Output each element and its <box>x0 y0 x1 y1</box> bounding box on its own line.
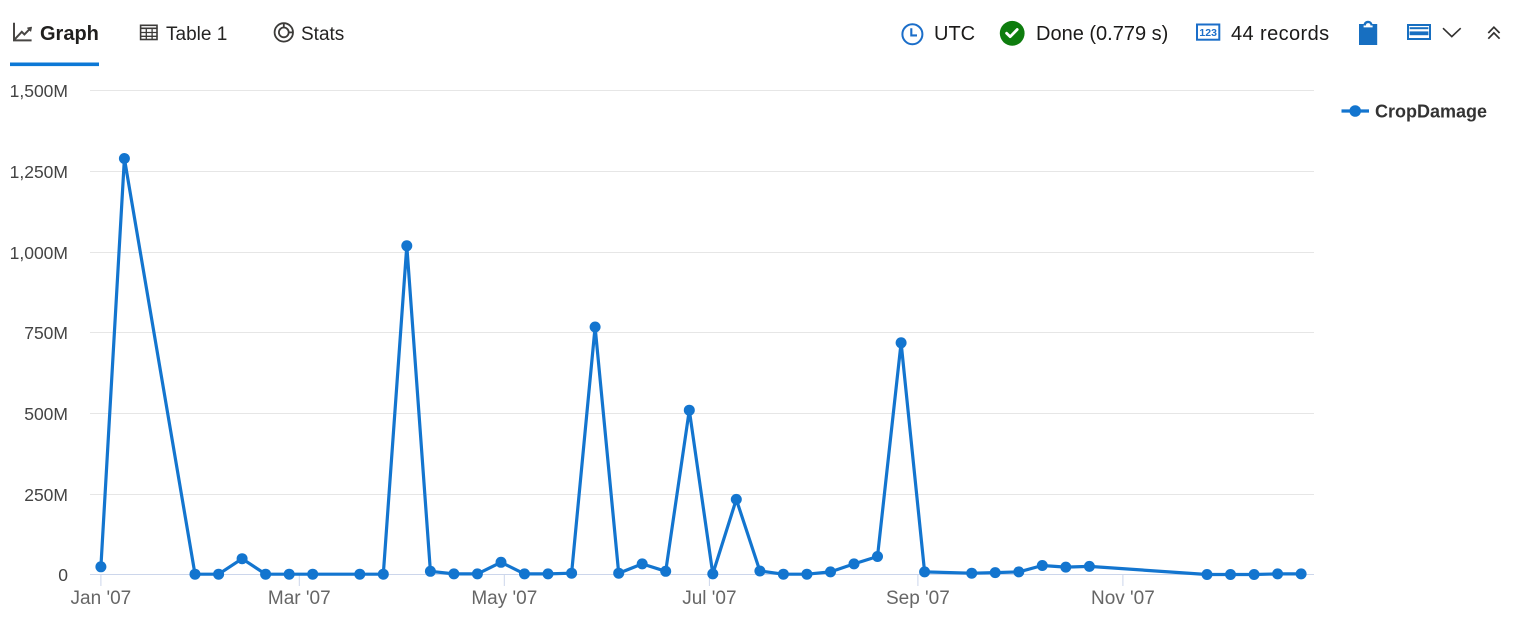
svg-text:Nov '07: Nov '07 <box>1091 588 1155 609</box>
svg-text:CropDamage: CropDamage <box>1375 101 1487 121</box>
svg-text:May '07: May '07 <box>471 588 537 609</box>
svg-text:44 records: 44 records <box>1231 23 1330 45</box>
svg-text:250M: 250M <box>24 485 68 505</box>
svg-text:Sep '07: Sep '07 <box>886 588 950 609</box>
svg-text:123: 123 <box>1199 27 1217 39</box>
svg-text:1,250M: 1,250M <box>10 162 68 182</box>
svg-text:UTC: UTC <box>934 23 975 45</box>
svg-text:Done (0.779 s): Done (0.779 s) <box>1036 23 1168 45</box>
svg-text:Table 1: Table 1 <box>166 24 227 45</box>
svg-text:0: 0 <box>58 565 68 585</box>
svg-text:1,500M: 1,500M <box>10 81 68 101</box>
svg-text:750M: 750M <box>24 323 68 343</box>
svg-text:Jan '07: Jan '07 <box>71 588 132 609</box>
svg-text:Graph: Graph <box>40 23 99 45</box>
svg-text:Jul '07: Jul '07 <box>682 588 736 609</box>
svg-text:500M: 500M <box>24 404 68 424</box>
svg-text:1,000M: 1,000M <box>10 243 68 263</box>
svg-text:Mar '07: Mar '07 <box>268 588 331 609</box>
svg-text:Stats: Stats <box>301 24 344 45</box>
